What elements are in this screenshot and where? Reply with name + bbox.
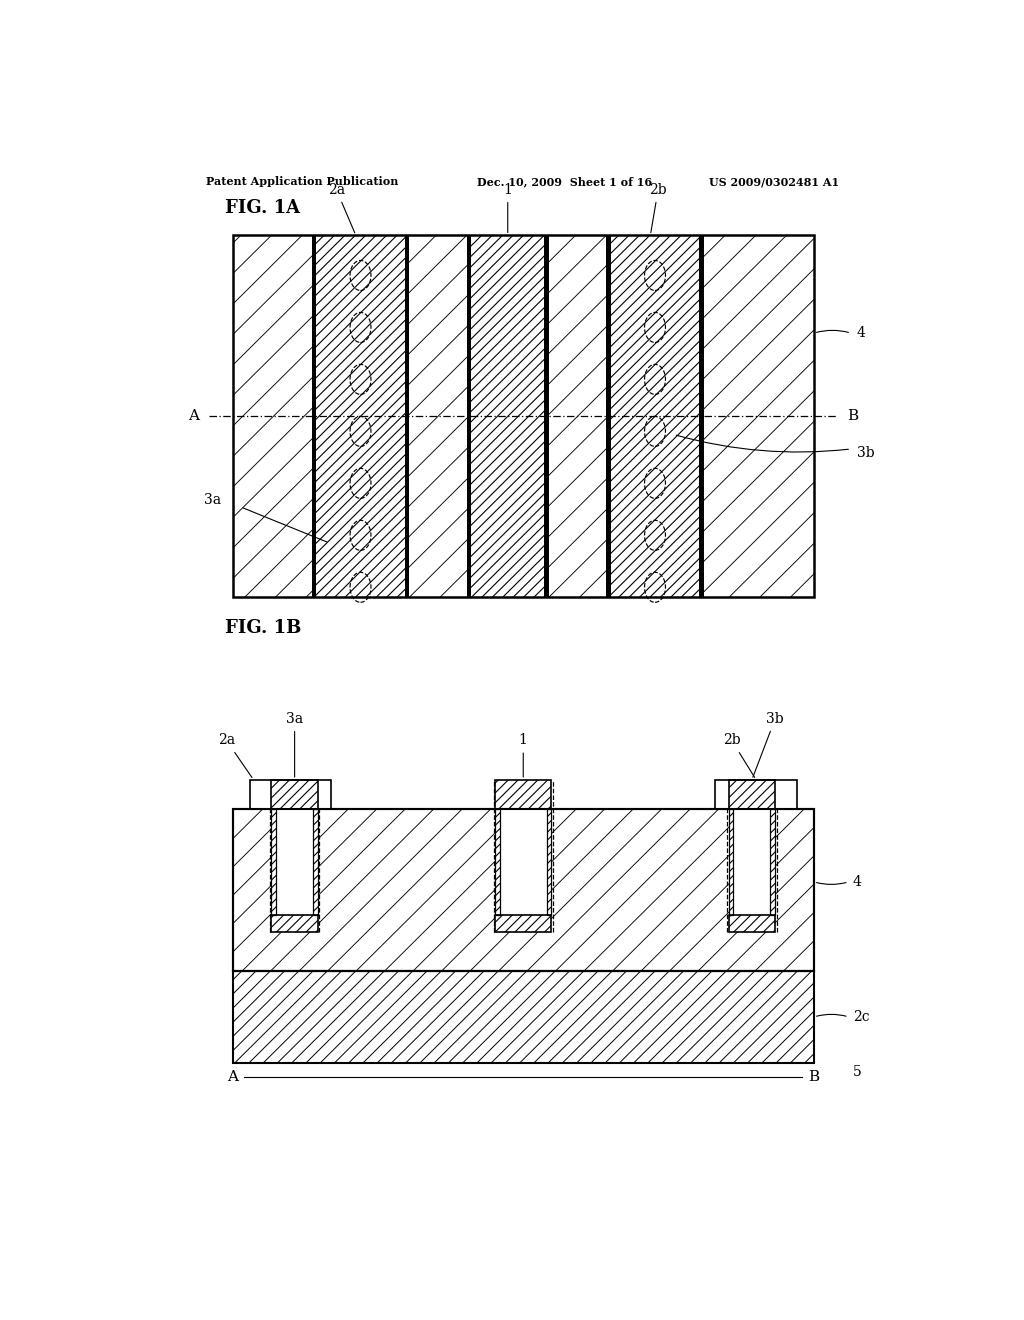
Bar — [250, 780, 331, 809]
Text: B: B — [847, 409, 858, 424]
Bar — [232, 235, 814, 598]
Bar — [271, 809, 317, 932]
Bar — [271, 809, 276, 915]
Bar — [232, 235, 814, 598]
Bar — [547, 809, 551, 915]
Bar — [770, 809, 775, 915]
Bar — [496, 809, 500, 915]
Bar — [733, 809, 770, 915]
Text: 4: 4 — [856, 326, 865, 341]
Bar — [544, 235, 549, 598]
Text: 2b: 2b — [649, 183, 667, 232]
Bar — [496, 915, 551, 932]
Bar — [232, 970, 814, 1063]
Bar — [496, 809, 551, 932]
Text: 5: 5 — [853, 1065, 861, 1080]
Bar — [716, 780, 797, 809]
Bar — [729, 809, 733, 915]
Bar — [729, 915, 775, 932]
Text: 3a: 3a — [204, 492, 221, 507]
Text: B: B — [808, 1071, 819, 1084]
Text: FIG. 1A: FIG. 1A — [225, 199, 300, 218]
Bar — [311, 235, 316, 598]
Text: 1: 1 — [504, 183, 512, 232]
Text: 2a: 2a — [328, 183, 354, 232]
Text: 2a: 2a — [218, 734, 252, 777]
Text: Patent Application Publication: Patent Application Publication — [206, 176, 398, 187]
Text: Dec. 10, 2009  Sheet 1 of 16: Dec. 10, 2009 Sheet 1 of 16 — [477, 176, 652, 187]
Text: 3a: 3a — [286, 711, 303, 777]
Text: US 2009/0302481 A1: US 2009/0302481 A1 — [710, 176, 840, 187]
Bar — [232, 809, 814, 970]
Bar — [606, 235, 611, 598]
Bar — [500, 809, 547, 915]
Bar — [496, 780, 551, 809]
Bar — [232, 809, 814, 970]
Bar — [271, 915, 317, 932]
Bar — [467, 235, 471, 598]
Bar — [313, 809, 317, 915]
Text: 1: 1 — [519, 734, 527, 777]
Text: FIG. 1B: FIG. 1B — [225, 619, 301, 638]
Bar — [729, 780, 775, 809]
Text: A: A — [227, 1071, 239, 1084]
Bar — [276, 809, 313, 915]
Text: A: A — [188, 409, 200, 424]
Bar — [404, 235, 410, 598]
Text: 4: 4 — [853, 875, 861, 888]
Text: 2c: 2c — [853, 1010, 869, 1024]
Text: 3b: 3b — [856, 446, 874, 459]
Text: 3b: 3b — [753, 711, 784, 777]
Bar — [729, 809, 775, 932]
Bar — [271, 780, 317, 809]
Bar — [699, 235, 703, 598]
Text: 2b: 2b — [723, 734, 755, 777]
